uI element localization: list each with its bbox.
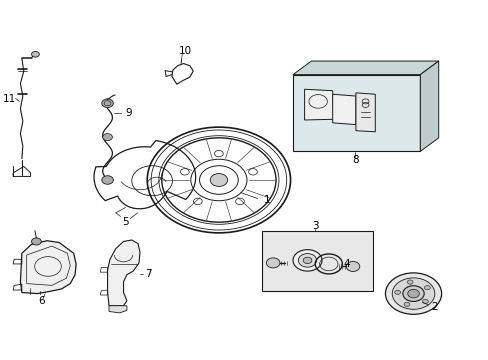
Circle shape xyxy=(391,278,434,309)
Text: 9: 9 xyxy=(125,108,131,118)
Polygon shape xyxy=(107,240,140,306)
Circle shape xyxy=(407,289,419,298)
Polygon shape xyxy=(292,61,438,75)
Text: 11: 11 xyxy=(2,94,16,104)
Text: 4: 4 xyxy=(343,259,350,269)
Circle shape xyxy=(346,261,359,271)
Polygon shape xyxy=(420,61,438,152)
Circle shape xyxy=(422,300,427,303)
Text: 3: 3 xyxy=(311,221,318,231)
Polygon shape xyxy=(20,241,76,294)
Circle shape xyxy=(102,176,113,184)
Polygon shape xyxy=(332,94,355,125)
Circle shape xyxy=(402,286,423,301)
Circle shape xyxy=(403,302,409,306)
Text: 5: 5 xyxy=(122,217,128,227)
Text: 7: 7 xyxy=(145,269,152,279)
Polygon shape xyxy=(355,93,374,132)
Circle shape xyxy=(303,257,311,264)
Circle shape xyxy=(394,290,400,294)
Circle shape xyxy=(32,51,39,57)
Circle shape xyxy=(298,253,316,267)
Circle shape xyxy=(292,249,322,271)
Circle shape xyxy=(266,258,279,268)
Text: 2: 2 xyxy=(430,302,437,312)
Text: 1: 1 xyxy=(264,195,270,204)
Circle shape xyxy=(102,99,113,108)
Polygon shape xyxy=(304,89,333,120)
Text: 6: 6 xyxy=(38,296,44,306)
Circle shape xyxy=(385,273,441,314)
Text: 8: 8 xyxy=(351,155,358,165)
Circle shape xyxy=(424,285,429,290)
Circle shape xyxy=(102,134,112,141)
Circle shape xyxy=(32,238,41,245)
Polygon shape xyxy=(109,306,127,313)
Circle shape xyxy=(407,280,412,284)
Text: 10: 10 xyxy=(178,46,191,56)
Bar xyxy=(292,75,420,152)
Bar xyxy=(261,231,372,291)
Circle shape xyxy=(210,174,227,186)
